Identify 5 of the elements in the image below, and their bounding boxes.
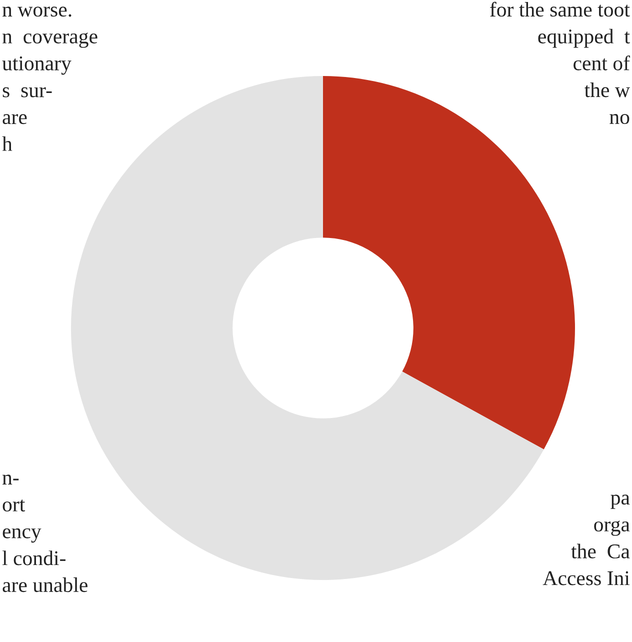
donut-slice — [323, 76, 575, 450]
text: n worse. n coverage utionary s sur- are h — [2, 6, 98, 151]
text: pa orga the Ca Access Ini — [542, 494, 630, 586]
text: for the same toot equipped t cent of the w no — [490, 2, 630, 124]
text: n- ort ency l condi- are unable — [2, 474, 88, 592]
